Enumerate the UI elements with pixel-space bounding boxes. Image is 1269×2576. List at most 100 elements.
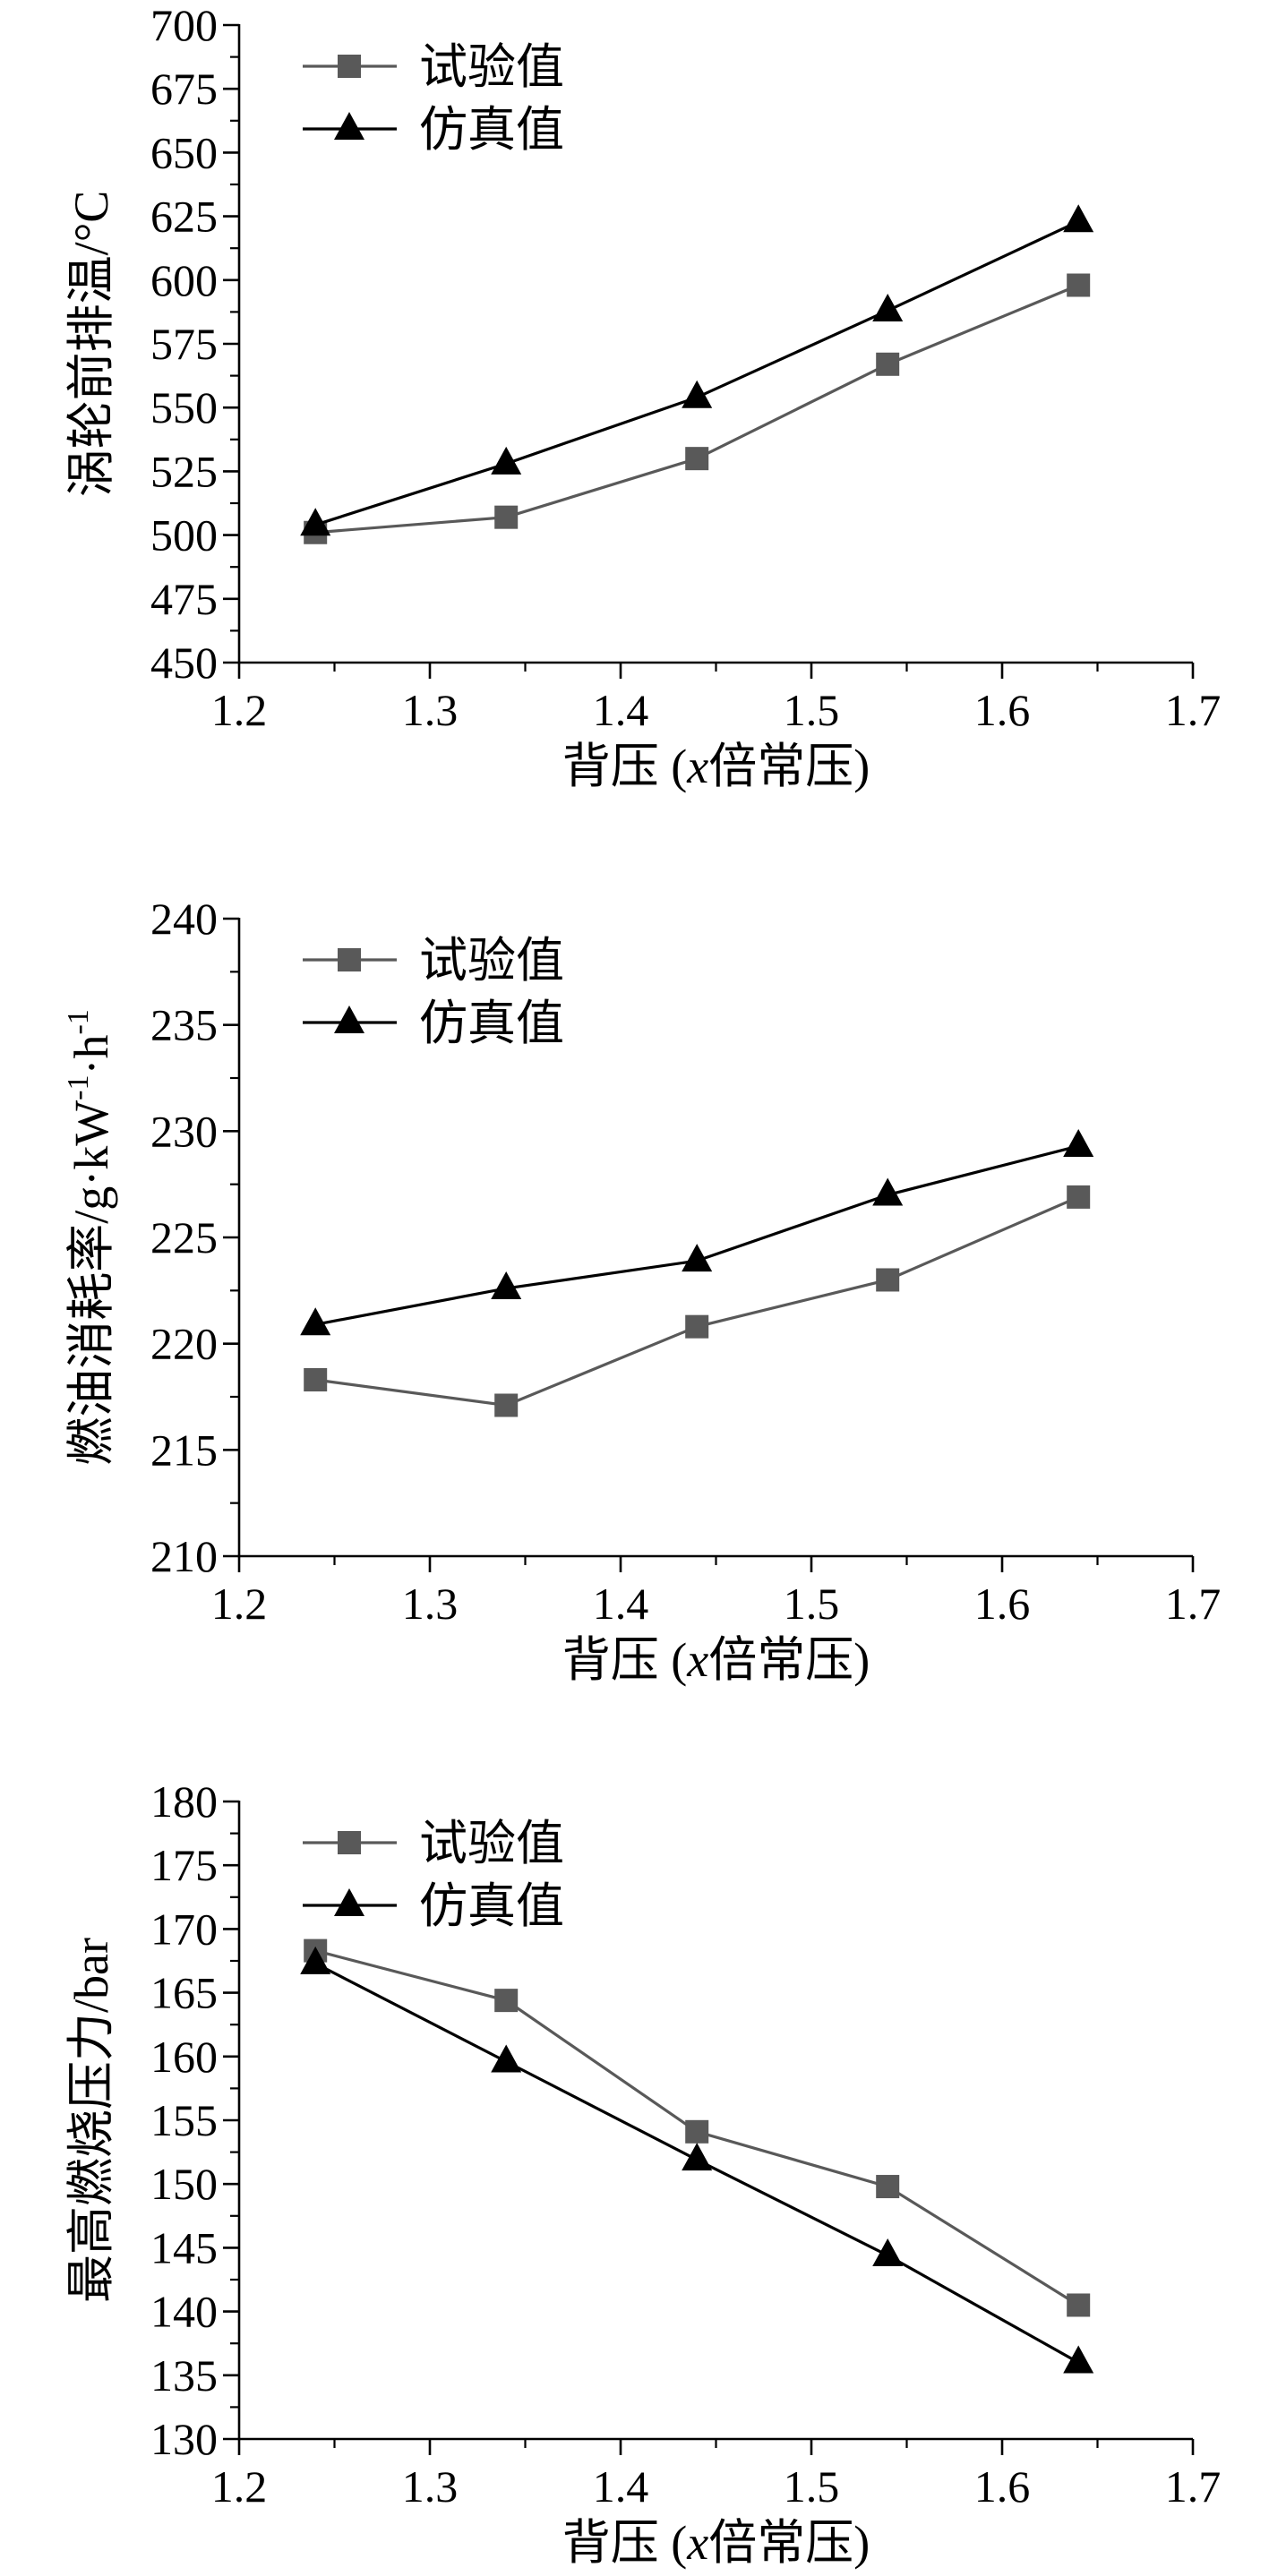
y-tick-label: 170: [150, 1904, 218, 1954]
y-tick-label: 230: [150, 1106, 218, 1156]
y-tick-label: 215: [150, 1425, 218, 1475]
legend-triangle-marker: [334, 1006, 364, 1033]
y-axis-title-superscript: -1: [62, 1075, 95, 1100]
series-2-point: [491, 2044, 522, 2073]
series-1-point: [876, 2175, 900, 2199]
x-tick-label: 1.7: [1165, 685, 1222, 735]
y-tick-label: 525: [150, 446, 218, 496]
series-2-point: [491, 446, 522, 475]
y-tick-label: 180: [150, 1776, 218, 1827]
x-tick-label: 1.2: [211, 1579, 268, 1629]
legend-square-marker: [338, 55, 361, 78]
chart-1: 1.2 1.3 1.4 1.5 1.6 1.7 450 475 500 525 550 575 600 6…: [64, 0, 1221, 793]
series-1-point: [876, 1268, 900, 1292]
y-tick-label: 155: [150, 2095, 218, 2145]
series-2: [300, 1128, 1094, 1336]
series-2-point: [682, 2143, 713, 2171]
x-tick-label: 1.3: [402, 1579, 459, 1629]
legend-entry: 仿真值: [303, 103, 564, 157]
x-tick-label: 1.6: [974, 2461, 1031, 2512]
x-tick-label: 1.6: [974, 1579, 1031, 1629]
series-2-point: [1063, 1128, 1094, 1157]
legend-label: 试验值: [419, 40, 564, 94]
legend-triangle-marker: [334, 1888, 364, 1916]
x-tick-label: 1.5: [784, 685, 840, 735]
series-2: [300, 204, 1094, 536]
legend-triangle-marker: [334, 112, 364, 140]
y-tick-label: 150: [150, 2159, 218, 2209]
y-tick-label: 650: [150, 127, 218, 177]
series-2-point: [300, 1307, 331, 1336]
y-tick-label: 235: [150, 1000, 218, 1050]
x-axis-title: 背压 (x倍常压): [562, 2516, 870, 2570]
x-tick-label: 1.3: [402, 685, 459, 735]
y-axis-title: 燃油消耗率/g·kW-1·h-1: [62, 1009, 118, 1466]
series-1: [304, 1938, 1091, 2317]
x-axis-title-part: 倍常压): [708, 2516, 870, 2570]
x-axis-title-part: x: [686, 2516, 708, 2570]
y-tick-label: 700: [150, 0, 218, 50]
legend-label: 试验值: [419, 1817, 564, 1870]
series-1-point: [1067, 2293, 1091, 2317]
legend-label: 仿真值: [419, 1879, 564, 1933]
y-tick-label: 145: [150, 2222, 218, 2272]
y-tick-label: 625: [150, 192, 218, 242]
x-axis-title: 背压 (x倍常压): [562, 740, 870, 793]
y-tick-label: 475: [150, 574, 218, 624]
y-tick-label: 575: [150, 319, 218, 369]
x-tick-label: 1.7: [1165, 2461, 1222, 2512]
legend-label: 仿真值: [419, 997, 564, 1050]
legend-label: 仿真值: [419, 103, 564, 157]
x-tick-label: 1.2: [211, 2461, 268, 2512]
x-axis-title-part: 背压 (: [562, 1633, 687, 1687]
series-1-point: [494, 505, 519, 529]
y-axis-title-part: ·h: [64, 1035, 118, 1075]
y-axis-title-part: 涡轮前排温/°C: [64, 191, 118, 498]
y-tick-label: 450: [150, 638, 218, 688]
y-tick-label: 130: [150, 2414, 218, 2464]
series-1-point: [685, 2119, 709, 2144]
y-tick-label: 500: [150, 510, 218, 561]
legend-entry: 仿真值: [303, 997, 564, 1050]
series-1-point: [876, 352, 900, 376]
x-tick-label: 1.5: [784, 2461, 840, 2512]
y-tick-label: 225: [150, 1212, 218, 1262]
x-axis-title-part: 背压 (: [562, 2516, 687, 2570]
series-1-point: [494, 1393, 519, 1417]
x-tick-label: 1.5: [784, 1579, 840, 1629]
y-tick-label: 175: [150, 1840, 218, 1890]
x-tick-label: 1.4: [593, 2461, 649, 2512]
x-tick-label: 1.2: [211, 685, 268, 735]
series-2-point: [872, 2238, 904, 2266]
y-tick-label: 675: [150, 64, 218, 114]
y-tick-label: 140: [150, 2287, 218, 2337]
series-2-point: [491, 1271, 522, 1299]
legend-entry: 仿真值: [303, 1879, 564, 1933]
x-axis-title-part: 背压 (: [562, 740, 687, 793]
series-2-point: [872, 1177, 904, 1206]
x-axis-title-part: x: [686, 740, 708, 793]
legend-label: 试验值: [419, 934, 564, 988]
series-1-point: [494, 1989, 519, 2013]
series-1-point: [1067, 273, 1091, 297]
y-tick-label: 240: [150, 894, 218, 944]
y-tick-label: 210: [150, 1531, 218, 1581]
series-2-point: [1063, 204, 1094, 233]
legend-square-marker: [338, 1831, 361, 1854]
y-tick-label: 135: [150, 2350, 218, 2401]
series-1-point: [1067, 1185, 1091, 1209]
y-axis-title-superscript: -1: [62, 1009, 95, 1034]
x-axis-title: 背压 (x倍常压): [562, 1633, 870, 1687]
series-2-point: [1063, 2345, 1094, 2374]
y-tick-label: 600: [150, 255, 218, 305]
y-tick-label: 220: [150, 1319, 218, 1369]
x-tick-label: 1.4: [593, 1579, 649, 1629]
y-tick-label: 160: [150, 2032, 218, 2082]
x-axis-title-part: x: [686, 1633, 708, 1687]
y-tick-label: 550: [150, 382, 218, 432]
chart-2: 1.2 1.3 1.4 1.5 1.6 1.7 210 215 220 225 230 235 240 背…: [62, 894, 1221, 1687]
